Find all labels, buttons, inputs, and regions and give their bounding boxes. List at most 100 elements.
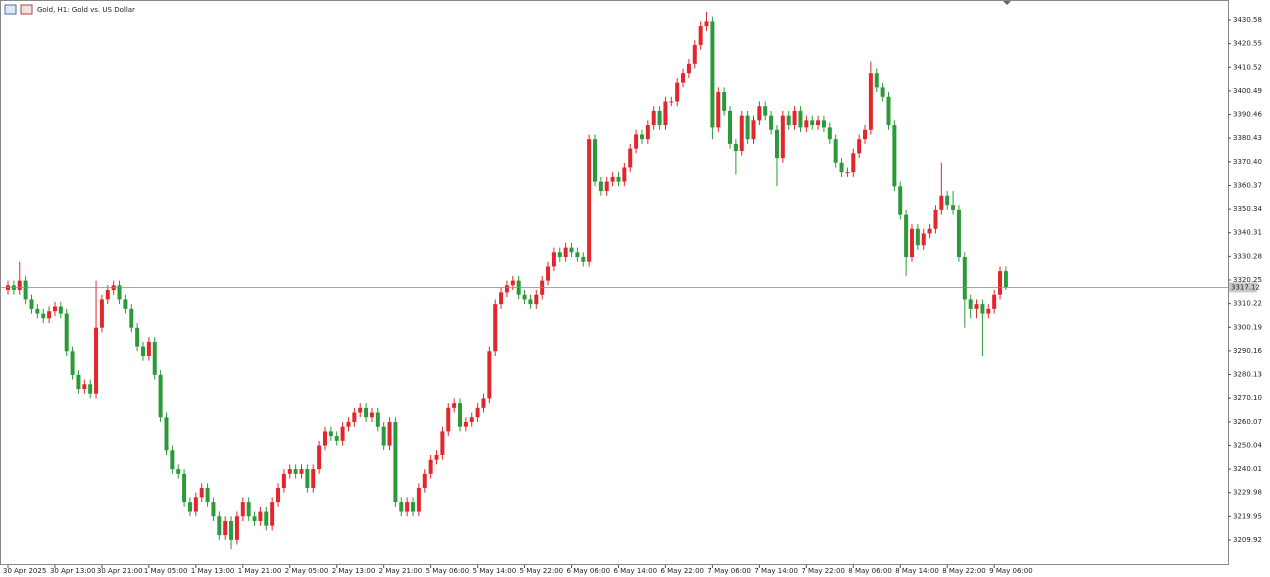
candle-body [851,153,856,173]
candle-body [358,407,363,413]
candle-body [639,134,644,140]
candle-body [364,407,369,418]
candle-body [845,172,850,174]
candle-body [575,252,580,258]
candle-body [58,306,63,314]
candle-body [722,92,727,111]
candle-body [88,384,93,394]
candle-body [698,26,703,45]
candle-body [99,299,104,328]
x-tick-label: 6 May 14:00 [613,567,657,575]
candle-body [299,469,304,474]
candle-body [892,125,897,187]
candle-body [82,384,87,389]
candle-body [598,181,603,192]
candle-body [428,459,433,474]
candle-body [258,511,263,521]
candle-body [751,120,756,140]
candle-body [217,516,222,536]
chart-title: Gold, H1: Gold vs. US Dollar [37,6,135,14]
candle-body [135,327,140,347]
x-tick-label: 30 Apr 21:00 [97,567,143,575]
candle-body [123,299,128,309]
candle-body [951,205,956,210]
candle-body [992,294,997,309]
candle-body [422,473,427,488]
candle-body [387,421,392,446]
candle-body [287,469,292,474]
candle-body [986,308,991,314]
candle-body [998,271,1003,295]
candle-body [593,139,597,182]
candle-body [745,115,750,140]
x-tick-label: 1 May 13:00 [191,567,235,575]
candle-body [821,120,826,128]
candle-body [463,421,468,427]
candle-body [369,412,374,418]
symbol-icons [4,4,33,15]
candle-body [733,143,738,151]
candle-body [909,228,914,258]
candle-body [452,403,457,408]
x-tick-label: 7 May 06:00 [707,567,751,575]
candle-body [780,115,785,159]
x-tick-label: 30 Apr 13:00 [50,567,96,575]
candle-body [868,73,873,130]
x-tick-label: 2 May 21:00 [379,567,423,575]
candle-body [933,209,938,229]
y-tick-label: 3400.49 [1233,87,1262,95]
candle-body [510,280,515,286]
x-tick-label: 7 May 14:00 [754,567,798,575]
candle-body [798,110,803,128]
candle-body [675,82,680,102]
y-tick-label: 3290.16 [1233,347,1262,355]
x-tick-label: 5 May 22:00 [520,567,564,575]
candle-body [587,139,592,262]
candle-body [305,469,310,488]
candle-body [546,266,551,281]
candle-body [187,502,192,512]
candle-body [334,436,339,441]
candle-body [792,110,797,126]
candle-body [581,257,586,262]
candle-body [47,311,52,319]
candle-body [375,412,380,427]
y-tick-label: 3350.34 [1233,205,1262,213]
candle-body [763,106,768,116]
plot-frame [0,0,1229,565]
candle-body [322,431,327,446]
candle-body [534,294,539,305]
candle-body [29,299,34,309]
x-tick-label: 8 May 06:00 [848,567,892,575]
candle-body [17,280,22,291]
candle-body [76,374,81,389]
y-tick-label: 3250.04 [1233,441,1262,449]
candle-body [311,469,316,488]
candle-body [276,487,281,503]
candle-body [270,502,275,526]
candle-body [551,252,556,267]
candle-body [281,473,286,488]
candle-body [434,454,439,460]
candle-body [645,125,650,140]
icon [4,4,17,15]
candle-body [317,445,322,470]
candle-body [328,431,333,437]
x-tick-label: 8 May 14:00 [895,567,939,575]
candle-body [786,115,791,126]
candle-body [980,304,985,314]
candle-body [252,516,257,521]
candle-body [176,469,181,474]
price-label-box [1229,282,1257,293]
candle-body [205,487,210,503]
candle-body [1003,271,1008,288]
x-tick-label: 2 May 05:00 [285,567,329,575]
candle-body [416,487,421,512]
candle-body [663,101,668,126]
candle-body [211,502,216,517]
candle-body [117,285,122,300]
candle-body [904,214,909,258]
candle-body [628,148,633,168]
candle-body [563,247,568,258]
candle-body [769,115,774,130]
